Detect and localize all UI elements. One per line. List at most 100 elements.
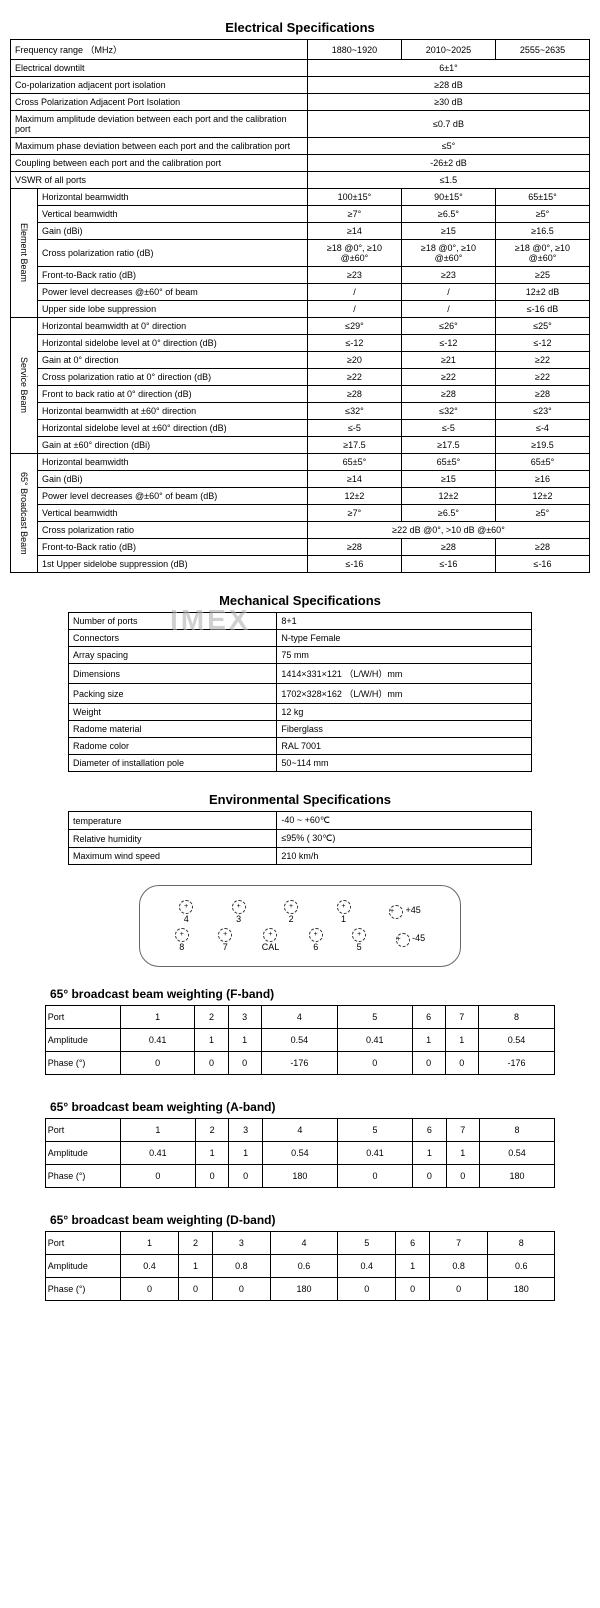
col-header: 5	[337, 1006, 412, 1029]
row-label: Array spacing	[69, 647, 277, 664]
row-value: ≤-12	[401, 335, 495, 352]
row-label: Horizontal sidelobe level at ±60° direct…	[38, 420, 308, 437]
port: +1	[337, 900, 351, 924]
row-value: ≤-16	[495, 556, 589, 573]
environmental-spec-table: temperature-40 ~ +60℃Relative humidity≤9…	[68, 811, 532, 865]
weighting-table: Port12345678Amplitude0.41110.540.41110.5…	[45, 1005, 555, 1075]
col-header: 1	[120, 1232, 178, 1255]
col-header: 2	[195, 1119, 228, 1142]
row-label: Horizontal sidelobe level at 0° directio…	[38, 335, 308, 352]
row-value: ≥14	[307, 471, 401, 488]
row-value: 65±5°	[495, 454, 589, 471]
row-value: ≤-16	[401, 556, 495, 573]
row-value: N-type Female	[277, 630, 532, 647]
weighting-title: 65° broadcast beam weighting (D-band)	[50, 1213, 590, 1227]
row-value: /	[401, 284, 495, 301]
row-value: ≥22 dB @0°, >10 dB @±60°	[307, 522, 589, 539]
row-label: Horizontal beamwidth at ±60° direction	[38, 403, 308, 420]
port: +8	[175, 928, 189, 952]
row-value: ≥25	[495, 267, 589, 284]
row-value: ≥16.5	[495, 223, 589, 240]
col-header: 1	[120, 1006, 195, 1029]
cell-value: 1	[412, 1029, 445, 1052]
weighting-title: 65° broadcast beam weighting (A-band)	[50, 1100, 590, 1114]
weighting-title: 65° broadcast beam weighting (F-band)	[50, 987, 590, 1001]
row-value: /	[401, 301, 495, 318]
cell-value: -176	[478, 1052, 554, 1075]
row-value: 12±2	[401, 488, 495, 505]
row-value: /	[307, 301, 401, 318]
col-header: 6	[396, 1232, 429, 1255]
col-header: 5	[337, 1232, 395, 1255]
row-value: ≤-12	[495, 335, 589, 352]
row-value: 65±15°	[495, 189, 589, 206]
row-value: ≤5°	[307, 138, 589, 155]
cell-value: 180	[479, 1165, 554, 1188]
col-header: 2	[179, 1232, 212, 1255]
group-label: Service Beam	[11, 318, 38, 454]
cell-value: 0.8	[429, 1255, 487, 1278]
polarization-label: + -45	[396, 933, 426, 947]
row-value: ≥15	[401, 223, 495, 240]
col-header: 8	[479, 1119, 554, 1142]
row-value: ≥28 dB	[307, 77, 589, 94]
col-header: 6	[412, 1006, 445, 1029]
port: +6	[309, 928, 323, 952]
cell-value: 0	[179, 1278, 212, 1301]
cell-value: 0	[228, 1052, 261, 1075]
row-value: ≤1.5	[307, 172, 589, 189]
cell-value: 0.8	[212, 1255, 270, 1278]
row-label: Radome material	[69, 721, 277, 738]
cell-value: 0	[120, 1165, 195, 1188]
row-value: ≥21	[401, 352, 495, 369]
port: +4	[179, 900, 193, 924]
cell-value: 0.54	[479, 1142, 554, 1165]
col-header: 7	[445, 1006, 478, 1029]
row-value: ≥20	[307, 352, 401, 369]
row-value: ≥30 dB	[307, 94, 589, 111]
cell-value: 0	[212, 1278, 270, 1301]
row-label: Cross polarization ratio (dB)	[38, 240, 308, 267]
row-value: 12 kg	[277, 704, 532, 721]
row-value: ≥6.5°	[401, 206, 495, 223]
row-value: ≤25°	[495, 318, 589, 335]
row-value: ≥22	[495, 352, 589, 369]
cell-value: 0	[195, 1165, 228, 1188]
row-label: Power level decreases @±60° of beam (dB)	[38, 488, 308, 505]
row-label: Horizontal beamwidth	[38, 189, 308, 206]
row-label: Dimensions	[69, 664, 277, 684]
row-label: Horizontal beamwidth	[38, 454, 308, 471]
cell-value: 180	[488, 1278, 555, 1301]
row-value: /	[307, 284, 401, 301]
cell-value: 0.41	[120, 1142, 195, 1165]
row-label: Horizontal beamwidth at 0° direction	[38, 318, 308, 335]
row-value: ≥28	[495, 539, 589, 556]
col-header: 6	[413, 1119, 446, 1142]
cell-value: 0.4	[337, 1255, 395, 1278]
row-value: ≥23	[401, 267, 495, 284]
cell-value: 0	[413, 1165, 446, 1188]
row-label: Diameter of installation pole	[69, 755, 277, 772]
row-label: Coupling between each port and the calib…	[11, 155, 308, 172]
row-value: ≤-5	[401, 420, 495, 437]
row-value: ≤-16 dB	[495, 301, 589, 318]
port: +5	[352, 928, 366, 952]
cell-value: 0	[195, 1052, 228, 1075]
row-label: Cross polarization ratio at 0° direction…	[38, 369, 308, 386]
mechanical-title: Mechanical Specifications	[10, 593, 590, 608]
environmental-title: Environmental Specifications	[10, 792, 590, 807]
cell-value: 0	[229, 1165, 262, 1188]
col-header: Port	[45, 1232, 120, 1255]
weighting-table: Port12345678Amplitude0.410.80.60.410.80.…	[45, 1231, 555, 1301]
row-value: ≥18 @0°, ≥10 @±60°	[495, 240, 589, 267]
mechanical-spec-table: Number of ports8+1ConnectorsN-type Femal…	[68, 612, 532, 772]
row-value: Fiberglass	[277, 721, 532, 738]
row-label: Vertical beamwidth	[38, 505, 308, 522]
row-value: ≥18 @0°, ≥10 @±60°	[307, 240, 401, 267]
row-label: Frequency range （MHz）	[11, 40, 308, 60]
row-value: 65±5°	[307, 454, 401, 471]
row-value: ≤-12	[307, 335, 401, 352]
col-header: 8	[488, 1232, 555, 1255]
row-label: VSWR of all ports	[11, 172, 308, 189]
row-label: Amplitude	[45, 1029, 120, 1052]
